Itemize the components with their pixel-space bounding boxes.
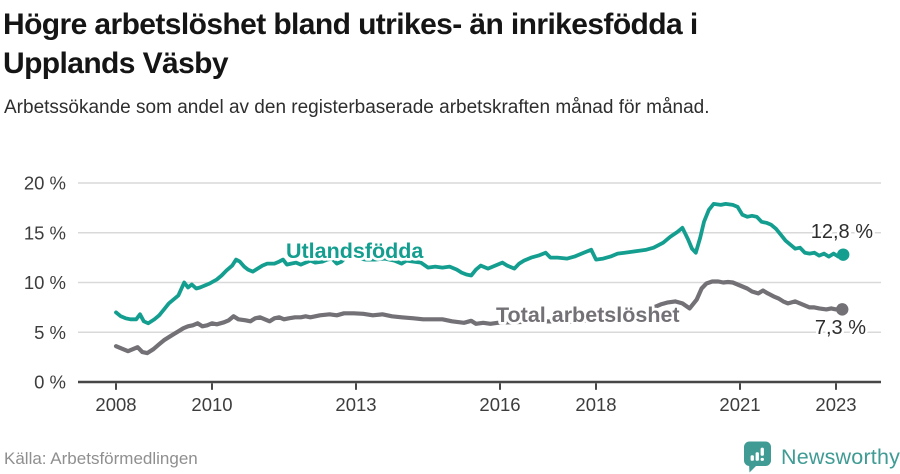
brand-name: Newsworthy bbox=[781, 444, 900, 469]
series-label-utlandsfodda: Utlandsfödda bbox=[286, 239, 424, 263]
x-tick-label-2008: 2008 bbox=[95, 394, 136, 415]
newsworthy-logo-icon bbox=[744, 441, 771, 473]
source-attribution: Källa: Arbetsförmedlingen bbox=[4, 449, 198, 468]
series-line-total-arbetsloshet bbox=[113, 279, 845, 356]
page-title-line2: Upplands Väsby bbox=[3, 47, 229, 80]
x-tick-label-2016: 2016 bbox=[479, 394, 520, 415]
newsworthy-branding: Newsworthy bbox=[743, 441, 900, 473]
end-value-label-utlandsfodda: 12,8 % bbox=[811, 221, 873, 243]
y-tick-label-20: 20 % bbox=[24, 173, 66, 194]
logo-exclamation-bar bbox=[760, 447, 764, 456]
x-tick-label-2018: 2018 bbox=[575, 394, 616, 415]
y-tick-label-0: 0 % bbox=[34, 372, 66, 393]
y-tick-label-10: 10 % bbox=[24, 272, 66, 293]
y-tick-label-15: 15 % bbox=[24, 222, 66, 243]
x-tick-label-2013: 2013 bbox=[335, 394, 376, 415]
logo-bar-1 bbox=[750, 455, 754, 461]
page-title: Högre arbetslöshet bland utrikes- än inr… bbox=[3, 5, 698, 83]
x-tick-label-2021: 2021 bbox=[719, 394, 760, 415]
end-dot-utlandsfodda bbox=[837, 248, 850, 261]
chart-subtitle: Arbetssökande som andel av den registerb… bbox=[4, 97, 710, 118]
series-label-total-arbetsloshet: Total arbetslöshet bbox=[496, 303, 680, 327]
logo-bar-2 bbox=[755, 452, 759, 461]
end-dot-total-arbetsloshet bbox=[836, 303, 849, 316]
x-tick-label-2010: 2010 bbox=[191, 394, 232, 415]
x-tick-label-2023: 2023 bbox=[815, 394, 856, 415]
end-value-label-total-arbetsloshet: 7,3 % bbox=[815, 317, 866, 339]
y-tick-label-5: 5 % bbox=[34, 322, 66, 343]
logo-exclamation-dot bbox=[760, 457, 764, 461]
series-line-utlandsfodda bbox=[114, 201, 846, 326]
logo-bubble-tail bbox=[749, 464, 758, 473]
page-title-line1: Högre arbetslöshet bland utrikes- än inr… bbox=[3, 8, 698, 41]
